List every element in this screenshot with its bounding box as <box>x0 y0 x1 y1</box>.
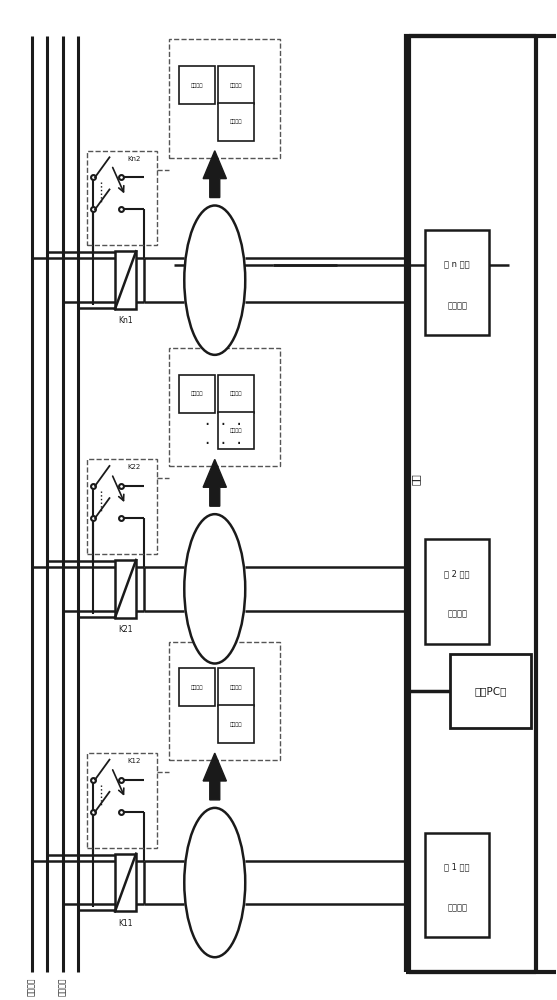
Text: 绕跳控制: 绕跳控制 <box>190 685 203 690</box>
Bar <box>87 151 157 245</box>
Text: K21: K21 <box>118 625 133 634</box>
Text: 负极电源: 负极电源 <box>27 978 36 996</box>
Text: 绕跳控制: 绕跳控制 <box>190 391 203 396</box>
Text: 通讯模块: 通讯模块 <box>229 428 242 433</box>
Text: 用电单元: 用电单元 <box>447 301 467 310</box>
Text: 通讯模块: 通讯模块 <box>229 722 242 727</box>
Text: 监控模块: 监控模块 <box>229 685 242 690</box>
Text: 监控模块: 监控模块 <box>229 391 242 396</box>
Bar <box>179 66 215 104</box>
Bar <box>115 854 136 911</box>
Bar <box>169 348 280 466</box>
Text: K12: K12 <box>128 758 141 764</box>
Text: 用电单元: 用电单元 <box>447 904 467 913</box>
Bar <box>115 560 136 618</box>
Polygon shape <box>203 459 226 506</box>
Text: Kn2: Kn2 <box>128 156 141 162</box>
Text: 绕跳控制: 绕跳控制 <box>190 83 203 88</box>
Bar <box>169 39 280 158</box>
Text: 总线: 总线 <box>411 473 421 485</box>
Text: 正极电源: 正极电源 <box>58 978 67 996</box>
Polygon shape <box>203 753 226 800</box>
Bar <box>87 753 157 848</box>
Text: 用电单元: 用电单元 <box>447 610 467 619</box>
Text: 通讯模块: 通讯模块 <box>229 119 242 124</box>
Bar <box>218 103 253 141</box>
Bar <box>426 833 489 937</box>
Text: K22: K22 <box>128 464 141 470</box>
Ellipse shape <box>184 514 245 664</box>
Ellipse shape <box>184 206 245 355</box>
Bar <box>426 230 489 335</box>
Bar <box>218 375 253 413</box>
Text: 监控模块: 监控模块 <box>229 83 242 88</box>
Bar <box>218 705 253 743</box>
Text: 第 2 支路: 第 2 支路 <box>444 569 470 578</box>
Polygon shape <box>203 151 226 198</box>
Bar <box>115 251 136 309</box>
Text: 第 n 支路: 第 n 支路 <box>444 260 470 269</box>
Bar <box>218 66 253 104</box>
Text: ·  ·  ·: · · · <box>205 416 241 434</box>
Bar <box>218 412 253 449</box>
Bar <box>426 539 489 644</box>
Bar <box>218 668 253 706</box>
Text: ·  ·  ·: · · · <box>205 435 241 453</box>
Text: Kn1: Kn1 <box>118 316 133 325</box>
Text: K11: K11 <box>118 919 133 928</box>
Ellipse shape <box>184 808 245 957</box>
Bar <box>87 459 157 554</box>
Bar <box>450 654 531 728</box>
Bar <box>406 36 557 972</box>
Text: 第 1 支路: 第 1 支路 <box>444 863 470 872</box>
Text: 上位PC机: 上位PC机 <box>475 686 507 696</box>
Bar <box>179 375 215 413</box>
Bar <box>169 642 280 760</box>
Bar <box>179 668 215 706</box>
